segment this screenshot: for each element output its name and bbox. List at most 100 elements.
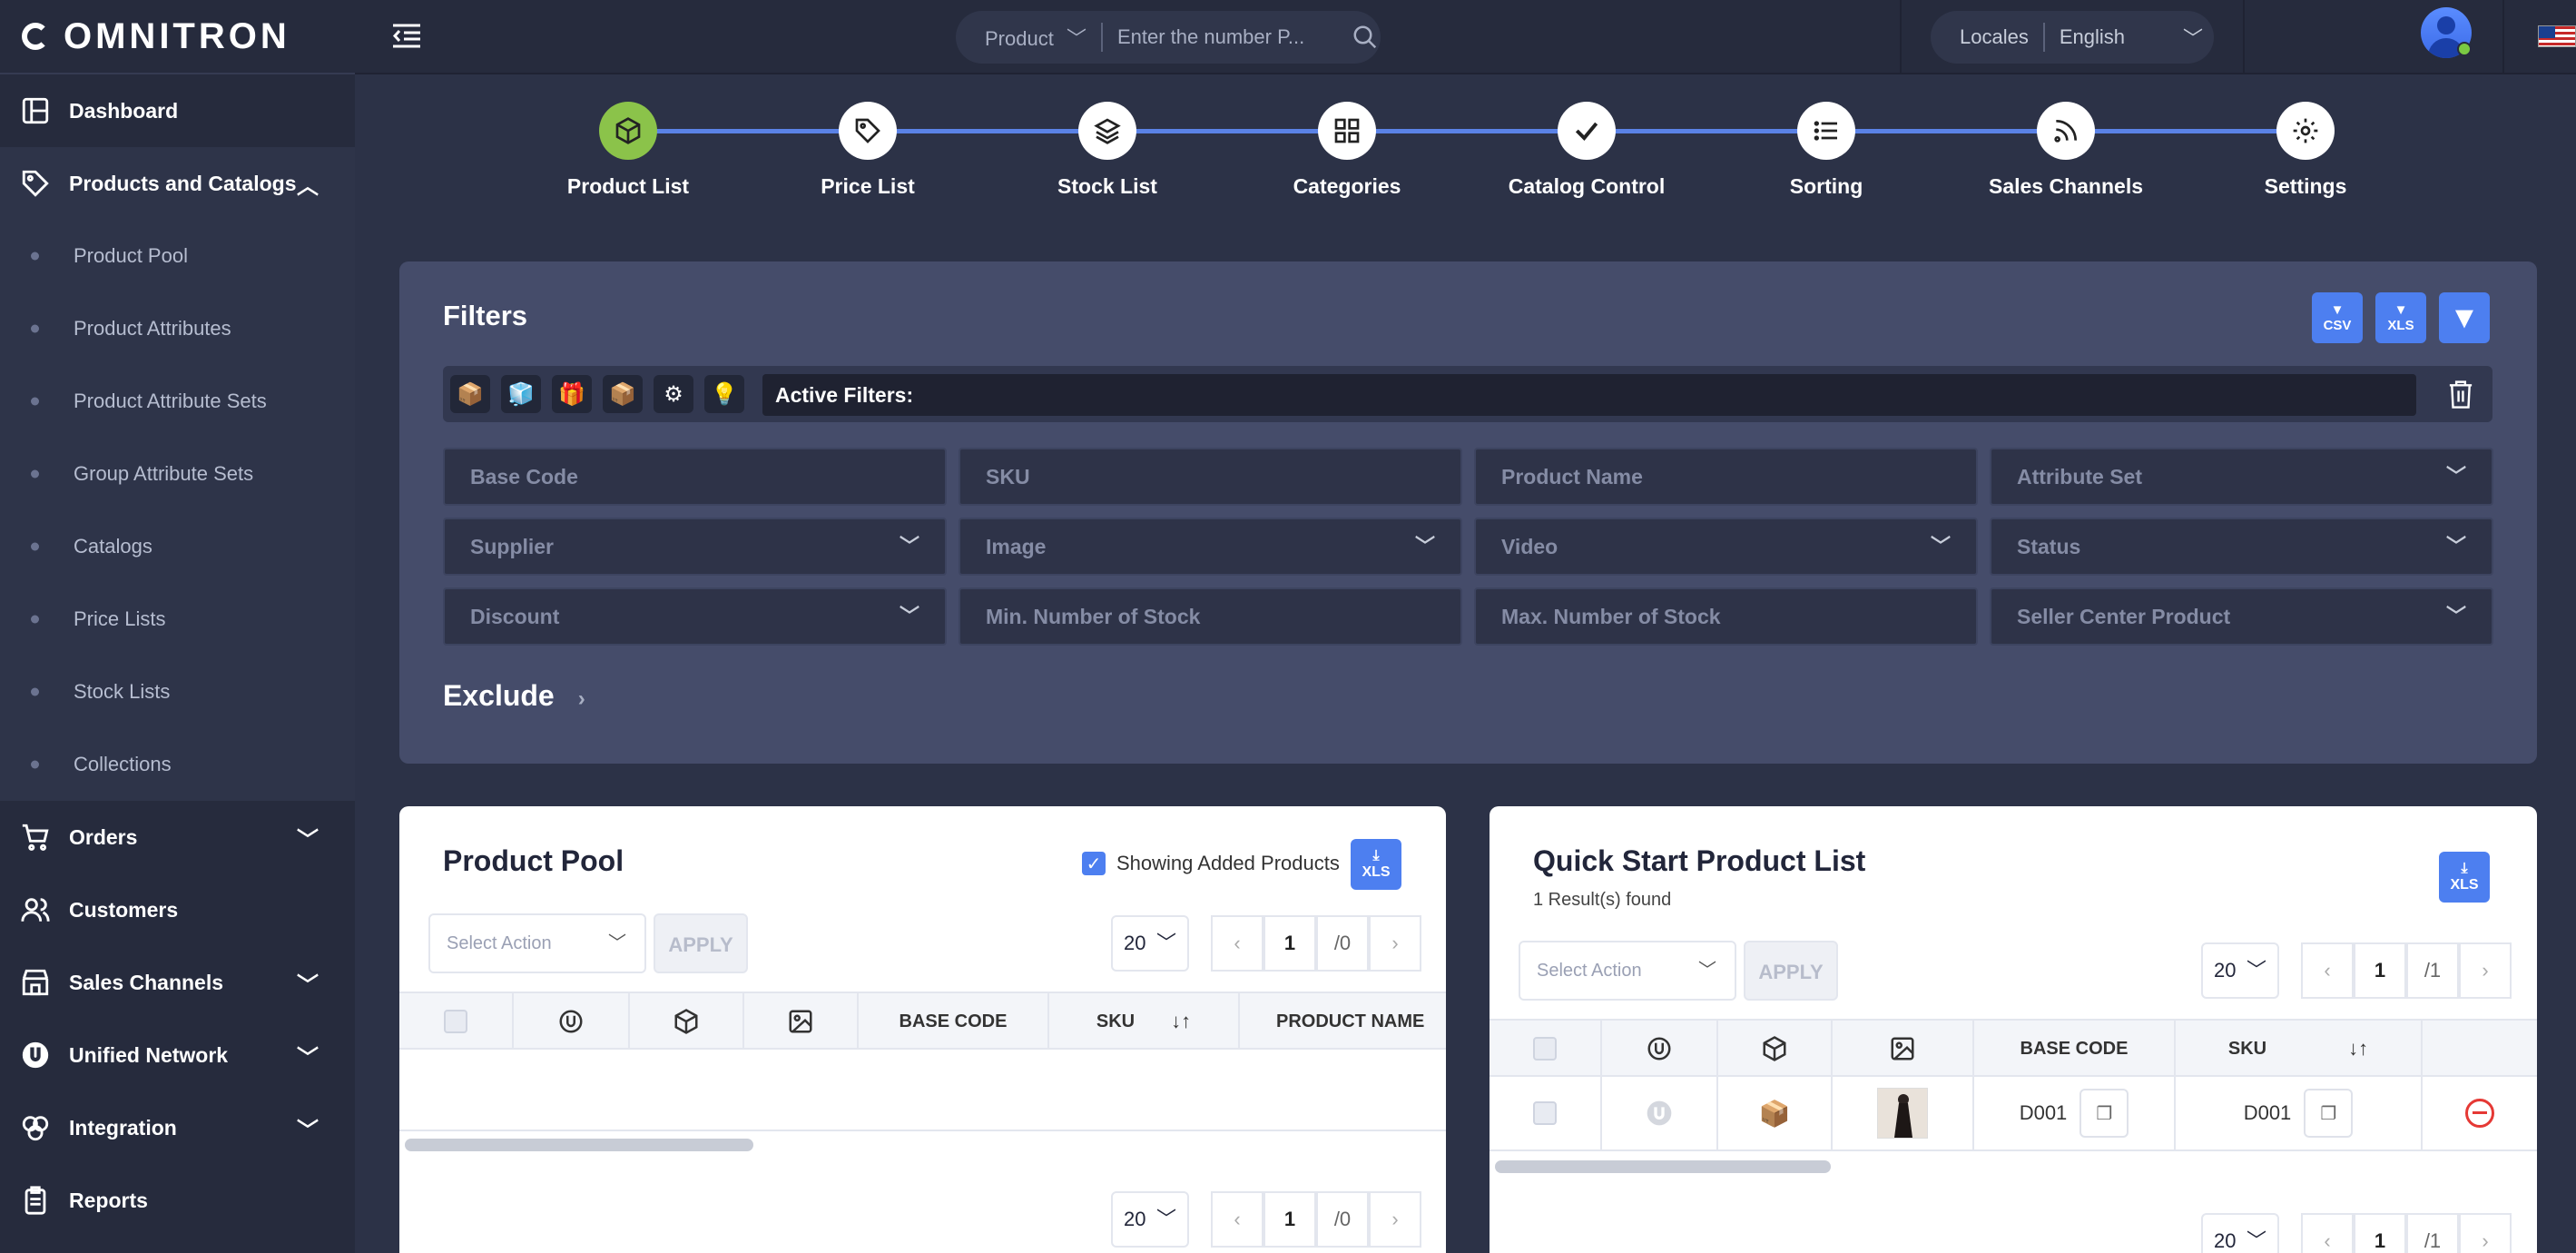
copy-button[interactable]: ❐ <box>2079 1089 2129 1138</box>
language-flag-icon[interactable] <box>2538 25 2576 47</box>
horizontal-scrollbar[interactable] <box>405 1139 753 1151</box>
yellow-box-icon[interactable]: 📦 <box>603 375 643 413</box>
menu-toggle-icon[interactable] <box>391 22 422 49</box>
export-xls-button[interactable]: ▼ XLS <box>2375 292 2426 343</box>
sku-column-header[interactable]: SKU ↓↑ <box>2176 1021 2423 1077</box>
export-csv-button[interactable]: ▼ CSV <box>2312 292 2363 343</box>
status-select[interactable]: Status ﹀ <box>1990 518 2493 576</box>
step-categories[interactable]: Categories <box>1238 102 1456 199</box>
download-xls-button[interactable]: ⤓ XLS <box>1351 839 1401 890</box>
sidebar-subitem-price-lists[interactable]: Price Lists <box>0 583 355 656</box>
sidebar-item-integration[interactable]: Integration ﹀ <box>0 1091 355 1164</box>
xls-label: XLS <box>2450 877 2479 893</box>
chevron-down-icon: ﹀ <box>899 535 919 557</box>
blue-box-icon[interactable]: 🎁 <box>552 375 592 413</box>
sort-icon[interactable]: ↓↑ <box>1171 1010 1192 1032</box>
step-sorting[interactable]: Sorting <box>1717 102 1935 199</box>
image-select[interactable]: Image ﹀ <box>959 518 1462 576</box>
exclude-toggle[interactable]: Exclude › <box>443 679 585 713</box>
max-stock-input[interactable]: Max. Number of Stock <box>1474 587 1978 646</box>
page-size-select[interactable]: 20 ﹀ <box>2201 942 2279 999</box>
lightbulb-icon[interactable]: 💡 <box>704 375 744 413</box>
next-page-button[interactable]: › <box>2459 942 2512 999</box>
sku-value: D001 <box>2243 1101 2292 1124</box>
product-name-column-header[interactable]: PRODUCT NAME <box>1276 1011 1425 1031</box>
base-code-column-header[interactable]: BASE CODE <box>859 993 1049 1050</box>
filter-toggle-button[interactable]: ▼ <box>2439 292 2490 343</box>
showing-added-toggle[interactable]: ✓ Showing Added Products <box>1082 852 1340 875</box>
sidebar-item-unified-network[interactable]: Unified Network ﹀ <box>0 1019 355 1091</box>
unified-column-header <box>514 993 630 1050</box>
next-page-button[interactable]: › <box>1369 1191 1421 1248</box>
search-type-select[interactable]: Product ﹀ <box>985 23 1086 52</box>
discount-select[interactable]: Discount ﹀ <box>443 587 947 646</box>
step-settings[interactable]: Settings <box>2197 102 2414 199</box>
logo[interactable]: OMNITRON <box>0 0 355 74</box>
select-action-dropdown[interactable]: Select Action ﹀ <box>428 913 646 973</box>
page-number-input[interactable]: 1 <box>2354 942 2406 999</box>
prev-page-button[interactable]: ‹ <box>2301 1213 2354 1253</box>
sku-column-header[interactable]: SKU ↓↑ <box>1049 993 1240 1050</box>
sidebar-subitem-product-pool[interactable]: Product Pool <box>0 220 355 292</box>
sidebar-item-dashboard[interactable]: Dashboard <box>0 74 355 147</box>
base-code-input[interactable]: Base Code <box>443 448 947 506</box>
sidebar-subitem-catalogs[interactable]: Catalogs <box>0 510 355 583</box>
step-price-list[interactable]: Price List <box>759 102 977 199</box>
search-input[interactable]: Enter the number P... <box>1116 25 1305 48</box>
product-name-input[interactable]: Product Name <box>1474 448 1978 506</box>
page-size-select[interactable]: 20 ﹀ <box>2201 1213 2279 1253</box>
trash-icon[interactable] <box>2447 379 2474 409</box>
sidebar-item-sales-channels[interactable]: Sales Channels ﹀ <box>0 946 355 1019</box>
step-sales-channels[interactable]: Sales Channels <box>1957 102 2175 199</box>
sidebar-item-products-and-catalogs[interactable]: Products and Catalogs ︿ <box>0 147 355 220</box>
row-checkbox[interactable] <box>1533 1101 1557 1125</box>
attribute-set-select[interactable]: Attribute Set ﹀ <box>1990 448 2493 506</box>
sidebar-subitem-collections[interactable]: Collections <box>0 728 355 801</box>
page-size-select[interactable]: 20 ﹀ <box>1111 915 1189 972</box>
page-size-select[interactable]: 20 ﹀ <box>1111 1191 1189 1248</box>
sidebar-subitem-stock-lists[interactable]: Stock Lists <box>0 656 355 728</box>
sidebar-subitem-group-attribute-sets[interactable]: Group Attribute Sets <box>0 438 355 510</box>
select-action-dropdown[interactable]: Select Action ﹀ <box>1519 941 1736 1001</box>
sort-icon[interactable]: ↓↑ <box>2348 1037 2369 1060</box>
apply-button[interactable]: APPLY <box>1744 941 1838 1001</box>
page-number-input[interactable]: 1 <box>1263 915 1316 972</box>
prev-page-button[interactable]: ‹ <box>1211 1191 1263 1248</box>
seller-center-product-select[interactable]: Seller Center Product ﹀ <box>1990 587 2493 646</box>
page-number-input[interactable]: 1 <box>2354 1213 2406 1253</box>
min-stock-input[interactable]: Min. Number of Stock <box>959 587 1462 646</box>
step-circle <box>839 102 897 160</box>
locale-select[interactable]: Locales English ﹀ <box>1931 11 2214 64</box>
sidebar-item-reports[interactable]: Reports <box>0 1164 355 1237</box>
copy-button[interactable]: ❐ <box>2304 1089 2354 1138</box>
checkbox-checked[interactable]: ✓ <box>1082 852 1106 875</box>
product-thumbnail[interactable] <box>1877 1088 1928 1139</box>
step-catalog-control[interactable]: Catalog Control <box>1478 102 1696 199</box>
remove-icon[interactable] <box>2465 1099 2494 1128</box>
sidebar-item-orders[interactable]: Orders ﹀ <box>0 801 355 873</box>
prev-page-button[interactable]: ‹ <box>1211 915 1263 972</box>
step-product-list[interactable]: Product List <box>519 102 737 199</box>
select-all-checkbox[interactable] <box>444 1010 467 1033</box>
sidebar-subitem-product-attribute-sets[interactable]: Product Attribute Sets <box>0 365 355 438</box>
video-select[interactable]: Video ﹀ <box>1474 518 1978 576</box>
download-xls-button[interactable]: ⤓ XLS <box>2439 852 2490 903</box>
supplier-select[interactable]: Supplier ﹀ <box>443 518 947 576</box>
settings-gear-icon[interactable]: ⚙ <box>654 375 693 413</box>
colored-cube-icon[interactable]: 🧊 <box>501 375 541 413</box>
next-page-button[interactable]: › <box>2459 1213 2512 1253</box>
base-code-column-header[interactable]: BASE CODE <box>1974 1021 2176 1077</box>
select-all-checkbox[interactable] <box>1533 1037 1557 1061</box>
step-stock-list[interactable]: Stock List <box>998 102 1216 199</box>
horizontal-scrollbar[interactable] <box>1495 1160 1831 1173</box>
next-page-button[interactable]: › <box>1369 915 1421 972</box>
product-box-icon[interactable]: 📦 <box>450 375 490 413</box>
chevron-down-icon: ﹀ <box>1155 1208 1176 1230</box>
search-icon[interactable] <box>1352 24 1379 51</box>
sku-input[interactable]: SKU <box>959 448 1462 506</box>
page-number-input[interactable]: 1 <box>1263 1191 1316 1248</box>
prev-page-button[interactable]: ‹ <box>2301 942 2354 999</box>
apply-button[interactable]: APPLY <box>654 913 748 973</box>
sidebar-subitem-product-attributes[interactable]: Product Attributes <box>0 292 355 365</box>
sidebar-item-customers[interactable]: Customers <box>0 873 355 946</box>
